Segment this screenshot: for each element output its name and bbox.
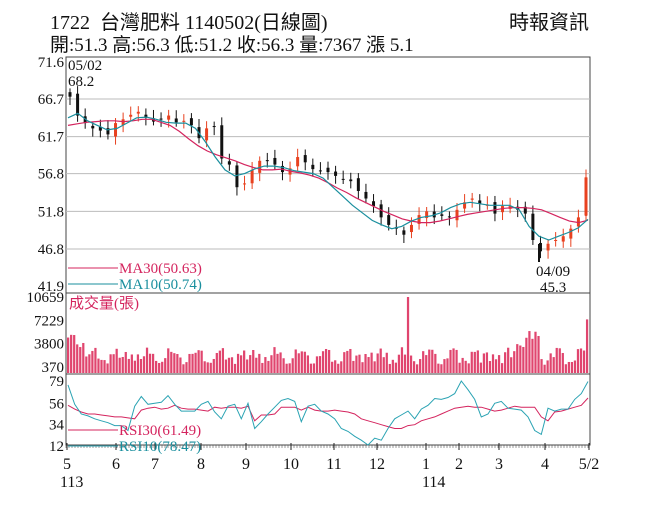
chart-title: 1722 台灣肥料 1140502(日線圖) <box>50 12 328 34</box>
ma30-legend: MA30(50.63) <box>119 261 202 277</box>
rsi-tick: 56 <box>49 396 65 412</box>
x-tick: 5 <box>63 456 71 473</box>
price-tick: 56.8 <box>38 167 64 183</box>
x-tick: 11 <box>326 456 341 473</box>
rsi-tick: 34 <box>49 418 65 434</box>
x-tick: 10 <box>283 456 299 473</box>
x-tick: 1 <box>422 456 430 473</box>
x-tick: 4 <box>541 456 549 473</box>
volume-bars <box>67 297 589 373</box>
volume-tick: 7229 <box>34 313 64 329</box>
price-tick: 46.8 <box>38 242 64 258</box>
x-tick: 5/2 <box>579 456 599 473</box>
high-value-annotation: 68.2 <box>68 74 94 90</box>
rsi30-legend: RSI30(61.49) <box>119 423 201 439</box>
x-tick: 3 <box>495 456 503 473</box>
volume-tick: 3800 <box>34 337 64 353</box>
price-tick: 66.7 <box>38 92 65 108</box>
price-tick: 71.6 <box>38 55 65 71</box>
price-tick: 51.8 <box>38 204 64 220</box>
ohlc-summary: 開:51.3 高:56.3 低:51.2 收:56.3 量:7367 漲 5.1 <box>50 35 414 56</box>
volume-tick: 10659 <box>27 290 65 306</box>
x-tick: 9 <box>242 456 250 473</box>
source-label: 時報資訊 <box>509 12 589 34</box>
volume-tick: 370 <box>42 360 65 376</box>
rsi10-legend: RSI10(78.47) <box>119 439 201 455</box>
low-date-annotation: 04/09 <box>536 264 570 280</box>
x-tick: 7 <box>151 456 159 473</box>
x-tick: 2 <box>455 456 463 473</box>
candlesticks <box>68 86 588 259</box>
rsi-tick: 79 <box>49 374 64 390</box>
ma10-line <box>67 112 589 241</box>
rsi10-line <box>67 380 589 446</box>
volume-title: 成交量(張) <box>69 294 139 312</box>
chart-frame <box>65 56 591 446</box>
rsi-tick: 12 <box>49 439 64 455</box>
year-label: 114 <box>422 474 445 491</box>
ma10-legend: MA10(50.74) <box>119 277 202 293</box>
price-tick: 41.9 <box>38 279 64 295</box>
x-tick: 6 <box>112 456 120 473</box>
price-tick: 61.7 <box>38 130 65 146</box>
low-value-annotation: 45.3 <box>540 280 566 296</box>
rsi30-line <box>67 397 589 429</box>
x-tick: 12 <box>369 456 385 473</box>
high-date-annotation: 05/02 <box>68 58 102 74</box>
x-tick: 8 <box>197 456 205 473</box>
year-label: 113 <box>60 474 83 491</box>
